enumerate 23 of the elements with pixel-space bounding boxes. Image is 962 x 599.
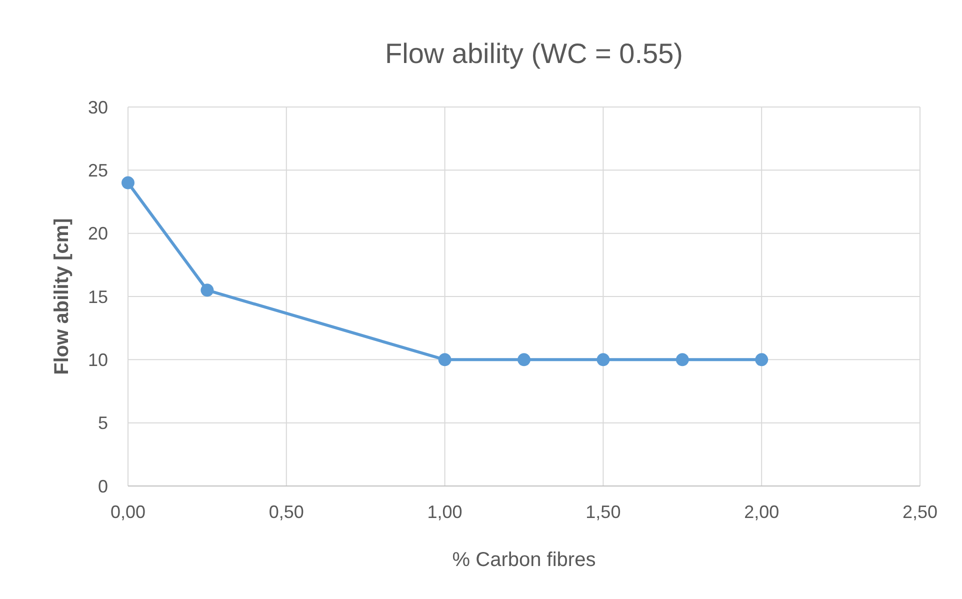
y-tick-label: 5 [98, 413, 108, 434]
y-tick-label: 10 [88, 350, 108, 370]
y-tick-label: 25 [88, 160, 108, 180]
x-axis-title: % Carbon fibres [452, 549, 596, 571]
y-tick-label: 30 [88, 97, 108, 118]
point [518, 353, 530, 366]
chart-title: Flow ability (WC = 0.55) [385, 38, 683, 69]
point [200, 284, 214, 297]
point [122, 176, 134, 190]
y-tick-label: 0 [98, 476, 108, 496]
x-tick-label: 2,50 [902, 502, 938, 522]
x-tick-label: 1,00 [427, 502, 462, 522]
x-tick-label: 1,50 [586, 502, 621, 522]
point [438, 353, 452, 366]
y-tick-label: 20 [88, 224, 108, 244]
x-tick-label: 0,00 [110, 502, 146, 522]
point [755, 353, 768, 366]
y-tick-label: 15 [88, 286, 108, 307]
point [676, 353, 689, 366]
point [596, 353, 610, 366]
x-tick-label: 2,00 [744, 502, 780, 522]
y-axis-title: Flow ability [cm] [51, 218, 73, 375]
x-tick-label: 0,50 [268, 502, 304, 522]
